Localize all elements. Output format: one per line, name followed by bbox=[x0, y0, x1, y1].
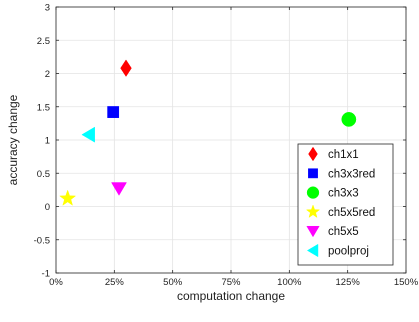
legend-label-ch5x5: ch5x5 bbox=[328, 226, 359, 238]
x-tick-label: 50% bbox=[163, 277, 183, 288]
data-point-ch5x5red bbox=[59, 189, 77, 206]
y-tick-label: 3 bbox=[45, 3, 50, 14]
legend-marker-ch5x5 bbox=[306, 225, 320, 238]
y-tick-label: 2 bbox=[45, 69, 50, 80]
y-tick-label: 2.5 bbox=[37, 36, 50, 47]
data-point-ch1x1 bbox=[120, 59, 132, 77]
y-tick-label: 1.5 bbox=[37, 102, 50, 113]
x-axis-ticks: 0% 25% 50% 75% 100% 125% 150% bbox=[49, 7, 419, 288]
x-axis-label: computation change bbox=[177, 289, 285, 303]
data-point-ch3x3 bbox=[341, 112, 357, 127]
legend-marker-ch1x1 bbox=[308, 146, 318, 162]
y-axis-ticks: -1 -0.5 0 0.5 1 1.5 2 2.5 3 bbox=[34, 3, 406, 280]
y-tick-label: 0.5 bbox=[37, 169, 50, 180]
data-point-poolproj bbox=[81, 126, 95, 143]
data-point-ch3x3red bbox=[107, 106, 120, 118]
y-tick-label: -1 bbox=[42, 269, 50, 280]
y-tick-label: 1 bbox=[45, 136, 50, 147]
x-tick-label: 75% bbox=[221, 277, 241, 288]
data-points bbox=[59, 59, 357, 206]
y-axis-label: accuracy change bbox=[6, 94, 20, 185]
y-tick-label: -0.5 bbox=[34, 235, 50, 246]
x-tick-label: 150% bbox=[394, 277, 419, 288]
plot-frame bbox=[55, 6, 407, 274]
legend: ch1x1 ch3x3red ch3x3 ch5x5red ch5x5 poolproj bbox=[297, 143, 394, 266]
legend-label-ch5x5red: ch5x5red bbox=[328, 207, 375, 219]
legend-marker-ch5x5red bbox=[305, 204, 321, 219]
x-tick-label: 125% bbox=[336, 277, 361, 288]
legend-marker-ch3x3 bbox=[306, 186, 320, 199]
legend-box bbox=[297, 143, 394, 266]
x-tick-label: 0% bbox=[49, 277, 63, 288]
x-tick-label: 25% bbox=[105, 277, 125, 288]
y-tick-label: 0 bbox=[45, 202, 50, 213]
legend-marker-poolproj bbox=[306, 243, 319, 258]
data-point-ch5x5 bbox=[111, 182, 127, 196]
legend-label-ch3x3: ch3x3 bbox=[328, 188, 359, 200]
legend-label-ch1x1: ch1x1 bbox=[328, 149, 359, 161]
legend-marker-ch3x3red bbox=[308, 168, 318, 179]
x-tick-label: 100% bbox=[277, 277, 302, 288]
legend-label-poolproj: poolproj bbox=[328, 246, 369, 258]
legend-label-ch3x3red: ch3x3red bbox=[328, 168, 375, 180]
